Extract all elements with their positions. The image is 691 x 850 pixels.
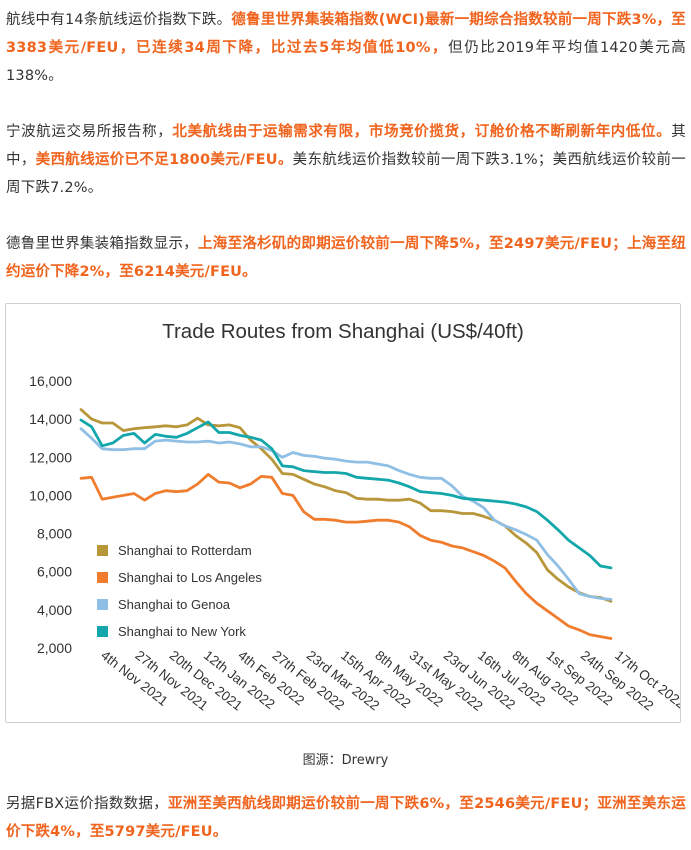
body-text: 德鲁里世界集装箱指数显示， <box>6 236 199 252</box>
chart-figure: Trade Routes from Shanghai (US$/40ft) 2,… <box>5 303 688 723</box>
paragraph-3: 德鲁里世界集装箱指数显示，上海至洛杉矶的即期运价较前一周下降5%，至2497美元… <box>6 230 686 286</box>
legend-swatch <box>97 626 108 637</box>
legend-label: Shanghai to New York <box>118 624 246 639</box>
body-text: 其中， <box>6 124 686 168</box>
series-line-los_angeles <box>79 473 613 640</box>
y-tick-label: 12,000 <box>29 449 72 465</box>
series-lines <box>79 408 613 640</box>
legend-label: Shanghai to Rotterdam <box>118 543 252 558</box>
y-tick-label: 4,000 <box>37 602 72 618</box>
highlight-text: 德鲁里世界集装箱指数(WCI)最新一期综合指数较前一周下跌3%，至3383美元/… <box>6 12 686 56</box>
body-text: 航线中有14条航线运价指数下跌。 <box>6 12 232 28</box>
body-text: 宁波航运交易所报告称， <box>6 124 173 140</box>
y-tick-label: 14,000 <box>29 411 72 427</box>
highlight-text: 上海至洛杉矶的即期运价较前一周下降5%，至2497美元/FEU；上海至纽约运价下… <box>6 236 686 280</box>
legend-swatch <box>97 545 108 556</box>
paragraph-4: 另据FBX运价指数数据，亚洲至美西航线即期运价较前一周下跌6%，至2546美元/… <box>6 790 686 846</box>
figure-caption: 图源：Drewry <box>302 753 389 768</box>
series-line-new_york <box>79 418 613 570</box>
body-text: 但仍比2019年平均值1420美元高138%。 <box>6 40 687 84</box>
y-axis: 2,000 4,000 6,000 8,000 10,000 12,000 14,000 16… <box>29 373 72 656</box>
legend-swatch <box>97 572 108 583</box>
body-text: 另据FBX运价指数数据， <box>6 796 168 812</box>
legend-label: Shanghai to Genoa <box>118 597 231 612</box>
legend-label: Shanghai to Los Angeles <box>118 570 262 585</box>
highlight-text: 北美航线由于运输需求有限，市场竞价揽货，订舱价格不断刷新年内低位。 <box>172 124 672 140</box>
line-chart: Trade Routes from Shanghai (US$/40ft) 2,… <box>29 320 688 714</box>
y-tick-label: 16,000 <box>29 373 72 389</box>
series-line-rotterdam <box>79 408 613 603</box>
body-text: 美东航线运价指数较前一周下跌3.1%；美西航线运价较前一周下跌7.2%。 <box>6 152 686 196</box>
paragraph-1: 航线中有14条航线运价指数下跌。德鲁里世界集装箱指数(WCI)最新一期综合指数较… <box>6 6 686 90</box>
series-line-genoa <box>79 427 613 601</box>
y-tick-label: 6,000 <box>37 564 72 580</box>
chart-title: Trade Routes from Shanghai (US$/40ft) <box>162 320 524 343</box>
y-tick-label: 10,000 <box>29 487 72 503</box>
y-tick-label: 8,000 <box>37 526 72 542</box>
chart-legend: Shanghai to Rotterdam Shanghai to Los Ang… <box>97 543 262 639</box>
highlight-text: 亚洲至美西航线即期运价较前一周下跌6%，至2546美元/FEU；亚洲至美东运价下… <box>6 796 686 840</box>
paragraph-2: 宁波航运交易所报告称，北美航线由于运输需求有限，市场竞价揽货，订舱价格不断刷新年… <box>6 118 686 202</box>
y-tick-label: 2,000 <box>37 640 72 656</box>
legend-swatch <box>97 599 108 610</box>
highlight-text: 美西航线运价已不足1800美元/FEU。 <box>35 152 293 168</box>
